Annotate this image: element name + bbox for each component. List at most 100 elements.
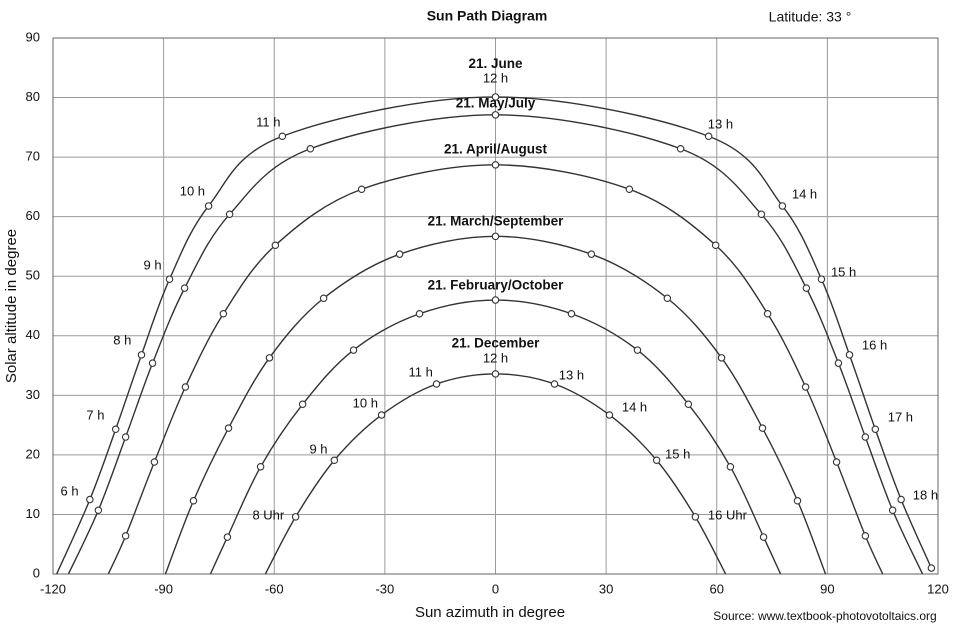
hour-marker [150, 458, 159, 466]
hour-label: 18 h [913, 487, 938, 502]
hour-marker [861, 532, 870, 540]
hour-marker [377, 411, 386, 419]
subtitle: Latitude: 33 ° [769, 9, 852, 25]
hour-marker [298, 400, 307, 409]
hour-marker [759, 533, 768, 541]
hour-marker [625, 185, 634, 194]
hour-marker [491, 93, 500, 101]
hour-label: 12 h [483, 350, 508, 365]
hour-marker [349, 346, 358, 354]
hour-marker [94, 506, 103, 515]
hour-marker [758, 424, 767, 432]
x-tick-label: 120 [927, 581, 949, 596]
hour-label: 11 h [408, 365, 432, 380]
hour-label: 7 h [86, 408, 104, 423]
y-tick-label: 20 [26, 446, 40, 461]
hour-marker [704, 132, 713, 141]
hour-marker [861, 433, 870, 441]
y-tick-label: 70 [26, 149, 40, 164]
source: Source: www.textbook-photovotoltaics.org [713, 609, 936, 623]
hour-marker [180, 284, 189, 292]
hour-marker [395, 250, 404, 258]
hour-marker [278, 132, 287, 141]
x-axis-label: Sun azimuth in degree [415, 604, 565, 621]
hour-marker [225, 210, 234, 219]
hour-label: 15 h [831, 265, 856, 280]
y-tick-label: 60 [26, 208, 40, 223]
hour-marker [691, 513, 700, 521]
hour-marker [567, 309, 576, 318]
x-tick-label: -120 [40, 581, 66, 596]
hour-marker [676, 145, 685, 153]
hour-marker [871, 425, 880, 434]
hour-marker [845, 351, 854, 359]
hour-label: 9 h [144, 258, 162, 273]
hour-marker [717, 354, 726, 362]
hour-label: 8 h [113, 333, 131, 348]
hour-label: 16 h [862, 337, 887, 352]
hour-label: 15 h [665, 446, 690, 461]
y-tick-label: 90 [26, 29, 40, 44]
curve-label: 21. December [452, 336, 541, 351]
hour-marker [224, 424, 233, 432]
hour-marker [802, 284, 811, 292]
hour-marker [181, 383, 190, 391]
curve-label: 21. April/August [444, 142, 548, 157]
hour-marker [86, 495, 94, 504]
y-tick-label: 10 [26, 506, 40, 521]
hour-marker [491, 296, 500, 304]
curve-label: 21. March/September [428, 214, 565, 229]
hour-marker [711, 241, 720, 250]
hour-marker [491, 161, 500, 169]
y-tick-label: 40 [26, 327, 40, 342]
y-tick-label: 0 [33, 565, 40, 580]
x-tick-label: 60 [710, 581, 724, 596]
hour-marker [265, 354, 274, 362]
hour-marker [832, 458, 841, 466]
hour-marker [763, 309, 772, 318]
hour-marker [137, 351, 146, 359]
hour-marker [550, 380, 559, 388]
hour-label: 14 h [792, 187, 817, 202]
hour-marker [189, 496, 198, 505]
curve-label: 21. May/July [456, 96, 536, 111]
hour-marker [897, 495, 905, 504]
hour-marker [491, 370, 500, 378]
hour-marker [652, 456, 661, 464]
hour-marker [306, 145, 315, 153]
x-tick-label: 0 [492, 581, 499, 596]
curve-label: 21. February/October [428, 277, 565, 292]
y-tick-label: 80 [26, 89, 40, 104]
hour-marker [219, 309, 228, 318]
hour-marker [888, 506, 897, 515]
hour-label: 13 h [559, 368, 584, 383]
hour-marker [432, 380, 441, 388]
hour-marker [121, 532, 130, 540]
hour-marker [165, 275, 174, 283]
hour-marker [415, 309, 424, 318]
curve-label: 21. June [468, 56, 523, 71]
hour-marker [204, 202, 213, 210]
hour-label: 16 Uhr [708, 508, 748, 523]
hour-marker [726, 463, 735, 471]
hour-label: 9 h [309, 442, 327, 457]
hour-label: 14 h [622, 399, 647, 414]
hour-marker [256, 463, 265, 471]
x-tick-label: -60 [265, 581, 284, 596]
hour-marker [319, 294, 328, 303]
hour-label: 10 h [180, 184, 205, 199]
hour-marker [271, 241, 280, 250]
hour-marker [223, 533, 232, 541]
x-tick-label: -90 [154, 581, 173, 596]
hour-marker [757, 210, 766, 219]
x-tick-label: 30 [599, 581, 613, 596]
y-tick-label: 30 [26, 387, 40, 402]
hour-marker [111, 425, 120, 434]
y-axis-label: Solar altitude in degree [3, 229, 20, 383]
y-tick-label: 50 [26, 268, 40, 283]
hour-marker [148, 359, 157, 367]
hour-marker [778, 202, 787, 210]
chart-title: Sun Path Diagram [427, 8, 548, 24]
